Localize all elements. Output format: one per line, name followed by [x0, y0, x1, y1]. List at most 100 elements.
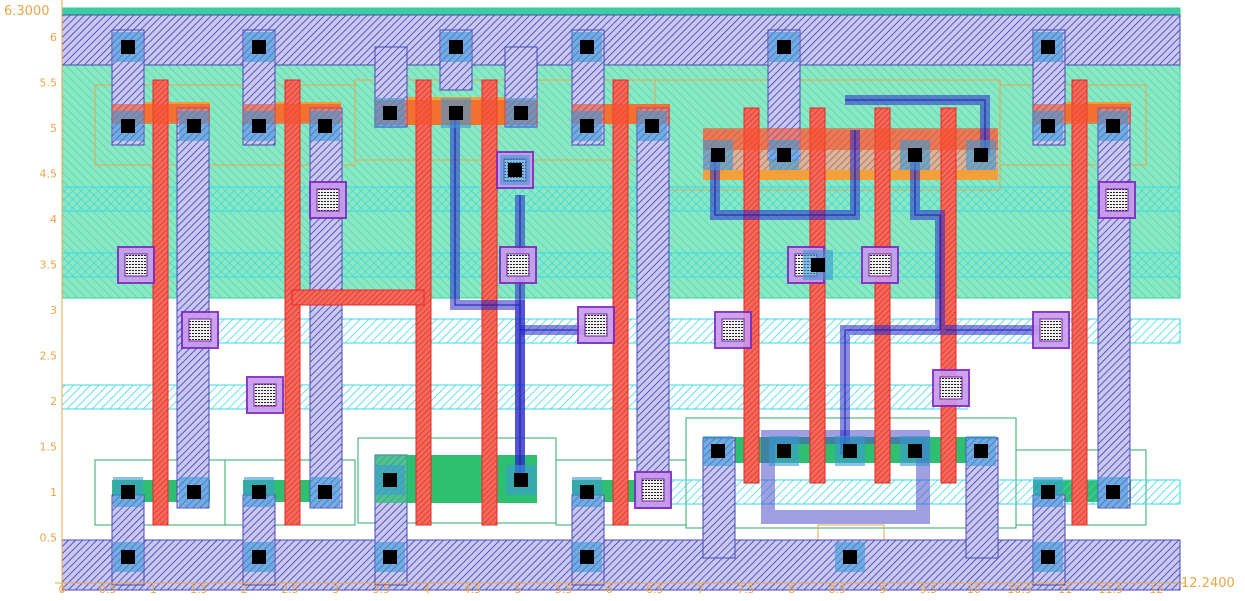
x-tick-label: 10: [967, 583, 981, 596]
contact-35: [121, 550, 135, 564]
y-tick-label: 3.5: [40, 259, 58, 272]
x-tick-label: 2.5: [281, 583, 299, 596]
contact-11: [449, 106, 463, 120]
x-tick-label: 5: [515, 583, 522, 596]
via-layer: [117, 151, 1136, 509]
poly-strap: [291, 289, 425, 306]
poly-gate-4: [612, 79, 629, 526]
x-tick-label: 9.5: [920, 583, 938, 596]
x-tick-label: 6: [606, 583, 613, 596]
contact-42: [811, 258, 825, 272]
via-j-inner: [868, 253, 892, 277]
via-m-inner: [1105, 188, 1129, 212]
contact-31: [908, 444, 922, 458]
via-h-inner: [721, 318, 745, 342]
contact-2: [449, 40, 463, 54]
contact-18: [974, 148, 988, 162]
x-tick-label: 8.5: [828, 583, 846, 596]
x-tick-label: 11.5: [1099, 583, 1124, 596]
contact-32: [974, 444, 988, 458]
contact-23: [252, 485, 266, 499]
y-max-label: 6.3000: [4, 4, 50, 19]
poly-gate-7: [874, 107, 891, 484]
y-tick-label: 6: [50, 31, 57, 44]
contact-19: [1041, 119, 1055, 133]
x-tick-label: 7: [697, 583, 704, 596]
metal2-route-edge-5: [845, 99, 986, 155]
via-e-inner: [316, 188, 340, 212]
y-tick-label: 2.5: [40, 350, 58, 363]
contact-0: [121, 40, 135, 54]
x-tick-label: 3.5: [372, 583, 390, 596]
via-n-outer: [634, 471, 672, 509]
contact-3: [580, 40, 594, 54]
contact-7: [187, 119, 201, 133]
via-g-inner: [584, 313, 608, 337]
contact-4: [777, 40, 791, 54]
y-tick-label: 1: [50, 486, 57, 499]
x-tick-label: 0.5: [99, 583, 117, 596]
nwell-top-strip: [62, 8, 1180, 16]
contact-25: [383, 473, 397, 487]
contact-30: [843, 444, 857, 458]
contact-24: [318, 485, 332, 499]
y-tick-label: 2: [50, 395, 57, 408]
contact-16: [777, 148, 791, 162]
contact-22: [187, 485, 201, 499]
x-tick-label: 3: [332, 583, 339, 596]
x-tick-label: 5.5: [555, 583, 573, 596]
x-tick-label: 11: [1058, 583, 1072, 596]
contact-layer: [113, 32, 1128, 572]
via-c-inner: [188, 318, 212, 342]
x-tick-label: 12: [1149, 583, 1163, 596]
y-tick-label: 1.5: [40, 441, 58, 454]
x-tick-label: 0: [59, 583, 66, 596]
contact-27: [580, 485, 594, 499]
poly-gate-0: [152, 79, 169, 526]
contact-33: [1041, 485, 1055, 499]
x-tick-label: 4.5: [464, 583, 482, 596]
contact-39: [843, 550, 857, 564]
y-tick-label: 5: [50, 122, 57, 135]
contact-29: [777, 444, 791, 458]
poly-gate-5: [743, 107, 760, 484]
contact-10: [383, 106, 397, 120]
contact-9: [318, 119, 332, 133]
contact-6: [121, 119, 135, 133]
via-d-inner: [253, 383, 277, 407]
via-c-outer: [181, 311, 219, 349]
contact-12: [514, 106, 528, 120]
contact-5: [1041, 40, 1055, 54]
x-tick-label: 1: [150, 583, 157, 596]
x-tick-label: 6.5: [646, 583, 664, 596]
y-tick-label: 5.5: [40, 77, 58, 90]
metal2-layer: [450, 95, 1050, 480]
via-k-inner: [939, 376, 963, 400]
x-tick-label: 2: [241, 583, 248, 596]
contact-28: [711, 444, 725, 458]
metal1-wire-18: [1097, 107, 1131, 509]
contact-21: [121, 485, 135, 499]
y-tick-label: 4: [50, 213, 57, 226]
x-tick-label: 4: [423, 583, 430, 596]
contact-40: [1041, 550, 1055, 564]
contact-17: [908, 148, 922, 162]
x-tick-label: 1.5: [190, 583, 208, 596]
contact-14: [645, 119, 659, 133]
y-tick-label: 4.5: [40, 168, 58, 181]
x-tick-label: 9: [879, 583, 886, 596]
metal1-wire-12: [636, 107, 670, 509]
metal2-route-edge-4: [844, 155, 941, 455]
axes: 6.3000 12.2400 0.511.522.533.544.555.560…: [4, 0, 1235, 596]
metal1-wire-2: [176, 107, 210, 509]
x-tick-label: 8: [788, 583, 795, 596]
x-tick-label: 10.5: [1007, 583, 1032, 596]
contact-13: [580, 119, 594, 133]
poly-gate-6: [809, 107, 826, 484]
contact-38: [580, 550, 594, 564]
contact-36: [252, 550, 266, 564]
y-tick-label: 0.5: [40, 532, 58, 545]
via-b-inner: [124, 253, 148, 277]
contact-34: [1106, 485, 1120, 499]
